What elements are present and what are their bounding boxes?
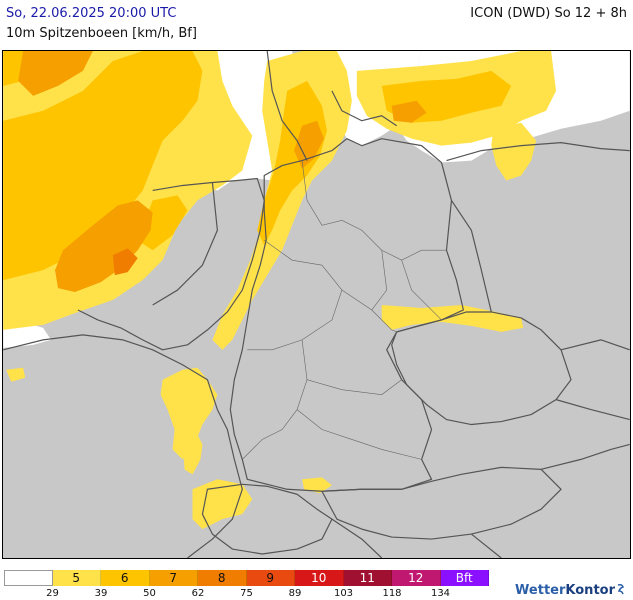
legend-cell-9: 9 bbox=[246, 570, 295, 586]
legend-cell-7: 7 bbox=[149, 570, 198, 586]
legend-cell-5: 5 bbox=[52, 570, 101, 586]
logo-text-part2: Kontor bbox=[565, 583, 615, 598]
parameter-title: 10m Spitzenboeen [km/h, Bf] bbox=[6, 26, 197, 41]
state-borders bbox=[242, 160, 447, 460]
legend-cell-calm bbox=[4, 570, 53, 586]
legend-tick-62: 62 bbox=[191, 588, 205, 599]
gust-map-canvas bbox=[3, 51, 630, 558]
wetterkontor-logo[interactable]: WetterKontor bbox=[515, 583, 625, 598]
map-valid-time: So, 22.06.2025 20:00 UTC bbox=[6, 6, 177, 21]
legend-tick-50: 50 bbox=[143, 588, 156, 599]
weather-map[interactable] bbox=[2, 50, 631, 559]
legend-tick-118: 118 bbox=[382, 588, 402, 599]
wind-logo-icon bbox=[617, 584, 624, 595]
legend-cell-12: 12 bbox=[392, 570, 441, 586]
legend-tick-75: 75 bbox=[240, 588, 253, 599]
color-legend: 5 6 7 8 9 10 11 12 Bft bbox=[4, 570, 489, 586]
country-borders bbox=[3, 51, 630, 558]
gust-zone-bf7 bbox=[18, 51, 427, 293]
legend-cell-bft: Bft bbox=[440, 570, 489, 586]
legend-tick-29: 29 bbox=[46, 588, 59, 599]
gust-zone-bf8 bbox=[112, 248, 138, 276]
legend-tick-103: 103 bbox=[333, 588, 354, 599]
model-run-label: ICON (DWD) So 12 + 8h bbox=[470, 6, 627, 21]
legend-tick-134: 134 bbox=[430, 588, 451, 599]
legend-tick-89: 89 bbox=[288, 588, 302, 599]
legend-cell-8: 8 bbox=[198, 570, 247, 586]
legend-cell-11: 11 bbox=[343, 570, 392, 586]
legend-tick-39: 39 bbox=[94, 588, 108, 599]
legend-tick-labels: 29 39 50 62 75 89 103 118 134 bbox=[4, 588, 504, 600]
legend-cell-6: 6 bbox=[101, 570, 150, 586]
logo-text-part1: Wetter bbox=[515, 583, 566, 598]
legend-cell-10: 10 bbox=[295, 570, 344, 586]
